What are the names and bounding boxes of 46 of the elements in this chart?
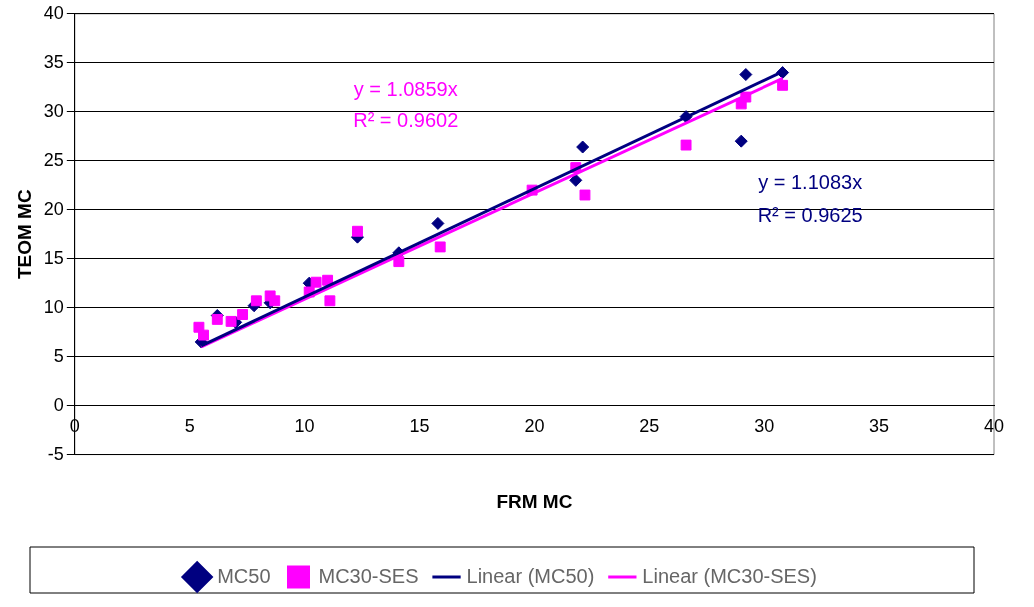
y-tick-label: 0 bbox=[53, 394, 64, 415]
y-tick-label: 5 bbox=[53, 345, 64, 366]
point bbox=[777, 79, 789, 91]
point bbox=[250, 295, 262, 307]
y-tick-label: 40 bbox=[43, 2, 64, 23]
legend-label: MC30-SES bbox=[318, 564, 419, 587]
x-tick-label: 20 bbox=[524, 416, 545, 437]
y-tick-label: 10 bbox=[43, 296, 64, 317]
annotation: y = 1.0859x bbox=[353, 78, 458, 101]
annotation: R² = 0.9602 bbox=[353, 109, 459, 132]
x-tick-label: 5 bbox=[184, 416, 195, 437]
x-tick-label: 10 bbox=[294, 416, 315, 437]
point bbox=[431, 216, 445, 230]
point bbox=[579, 189, 591, 201]
point bbox=[198, 329, 209, 341]
y-tick-label: 25 bbox=[43, 149, 64, 170]
y-axis-title: TEOM MC bbox=[13, 189, 35, 280]
x-tick-label: 25 bbox=[639, 416, 660, 437]
point bbox=[352, 225, 363, 237]
y-tick-label: 35 bbox=[43, 51, 64, 72]
point bbox=[237, 309, 249, 320]
point bbox=[680, 139, 692, 151]
y-tick-label: 15 bbox=[43, 247, 64, 268]
point bbox=[211, 313, 223, 325]
x-tick-label: 40 bbox=[983, 416, 1005, 437]
y-tick-label: 20 bbox=[43, 198, 64, 219]
legend-label: Linear (MC50) bbox=[466, 564, 595, 587]
point bbox=[734, 134, 748, 148]
x-tick-label: 15 bbox=[409, 416, 430, 437]
annotation: R² = 0.9625 bbox=[757, 204, 863, 227]
y-tick-label: 30 bbox=[43, 100, 64, 121]
y-tick-label: -5 bbox=[47, 443, 64, 464]
point bbox=[310, 276, 322, 288]
legend-label: MC50 bbox=[217, 564, 271, 587]
point bbox=[269, 295, 281, 307]
x-tick-label: 30 bbox=[754, 416, 775, 437]
point bbox=[569, 173, 583, 187]
point bbox=[739, 68, 753, 82]
annotation: y = 1.1083x bbox=[758, 171, 863, 194]
x-axis-title: FRM MC bbox=[496, 490, 573, 512]
x-tick-label: 35 bbox=[869, 416, 890, 437]
point bbox=[324, 295, 336, 307]
point bbox=[225, 315, 237, 327]
point bbox=[434, 241, 446, 253]
legend-label: Linear (MC30-SES) bbox=[642, 564, 817, 587]
point bbox=[576, 140, 590, 154]
